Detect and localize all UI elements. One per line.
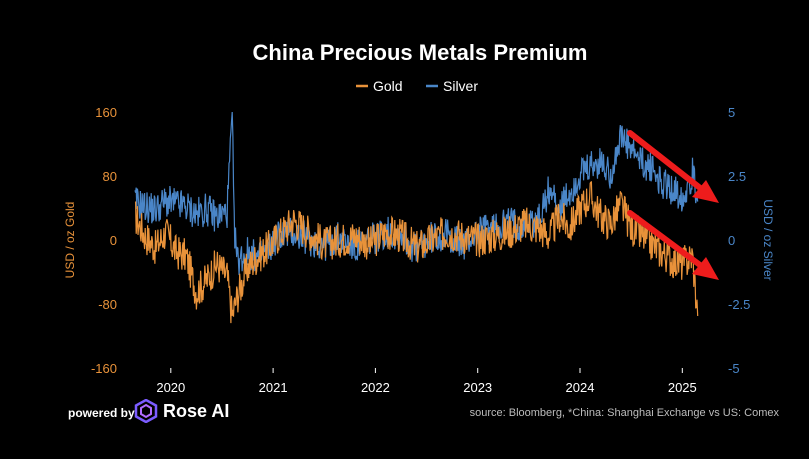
x-tick-label: 2021 <box>259 380 288 395</box>
rose-ai-logo-icon <box>134 399 158 423</box>
red-arrow-silver <box>627 130 707 194</box>
x-tick-label: 2022 <box>361 380 390 395</box>
source-note: source: Bloomberg, *China: Shanghai Exch… <box>469 407 779 419</box>
right-tick-label: 0 <box>728 233 735 248</box>
brand-name: Rose AI <box>163 401 230 421</box>
red-arrow-gold <box>627 210 707 271</box>
right-tick-label: 2.5 <box>728 169 746 184</box>
chart-title: China Precious Metals Premium <box>253 40 588 65</box>
left-tick-label: 160 <box>95 105 117 120</box>
annotation-arrows <box>627 130 719 280</box>
x-tick-label: 2023 <box>463 380 492 395</box>
left-tick-label: -160 <box>91 361 117 376</box>
powered-by-text: powered by <box>68 406 135 420</box>
left-tick-label: 0 <box>110 233 117 248</box>
legend-gold-label: Gold <box>373 78 403 94</box>
left-tick-label: 80 <box>103 169 117 184</box>
right-axis-ticks: 5 2.5 0 -2.5 -5 <box>728 105 750 376</box>
footer: powered by Rose AI source: Bloomberg, *C… <box>0 397 809 429</box>
right-tick-label: -2.5 <box>728 297 750 312</box>
x-tick-label: 2020 <box>156 380 185 395</box>
left-tick-label: -80 <box>98 297 117 312</box>
x-tick-label: 2025 <box>668 380 697 395</box>
left-axis-ticks: 160 80 0 -80 -160 <box>91 105 117 376</box>
chart: China Precious Metals Premium Gold Silve… <box>63 40 775 395</box>
legend-silver-label: Silver <box>443 78 478 94</box>
x-axis-ticks: 2020 2021 2022 2023 2024 2025 <box>156 368 697 395</box>
gold-series-line <box>134 180 699 324</box>
legend: Gold Silver <box>356 78 478 94</box>
right-tick-label: -5 <box>728 361 740 376</box>
red-arrowhead-silver <box>692 180 719 203</box>
silver-series-line <box>134 111 699 276</box>
red-arrowhead-gold <box>692 257 719 280</box>
right-axis-label: USD / oz Silver <box>761 199 775 280</box>
left-axis-label: USD / oz Gold <box>63 202 77 279</box>
right-tick-label: 5 <box>728 105 735 120</box>
x-tick-label: 2024 <box>566 380 595 395</box>
